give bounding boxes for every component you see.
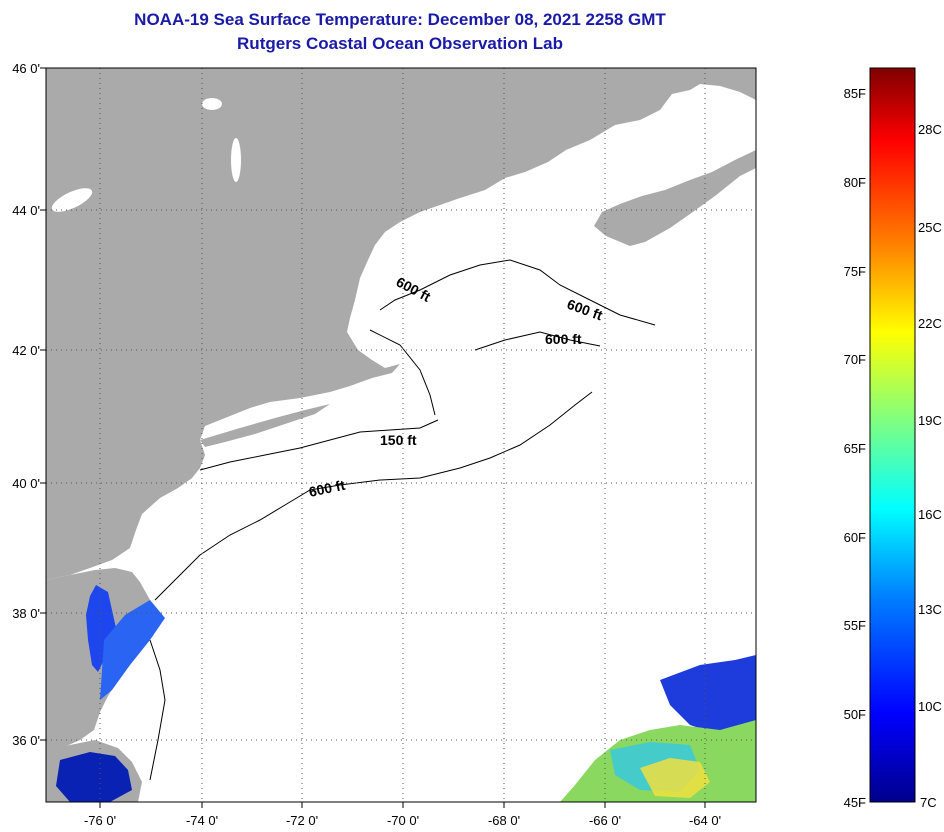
sst-gulf-stream-blue xyxy=(660,655,756,735)
cb-c-25: 25C xyxy=(918,220,942,235)
frame-ticks xyxy=(40,67,706,808)
cb-c-22: 22C xyxy=(918,316,942,331)
cb-f-70: 70F xyxy=(844,352,866,367)
lat-label-36: 36 0' xyxy=(12,733,40,748)
lat-label-38: 38 0' xyxy=(12,606,40,621)
lake-ontario xyxy=(51,188,93,212)
cb-f-75: 75F xyxy=(844,264,866,279)
lat-label-40: 40 0' xyxy=(12,476,40,491)
lat-label-44: 44 0' xyxy=(12,203,40,218)
isobath-contours xyxy=(149,259,656,781)
cb-c-13: 13C xyxy=(918,602,942,617)
cb-f-50: 50F xyxy=(844,707,866,722)
cb-f-60: 60F xyxy=(844,530,866,545)
cb-c-10: 10C xyxy=(918,699,942,714)
cb-c-28: 28C xyxy=(918,122,942,137)
lon-label-66: -66 0' xyxy=(589,813,621,828)
cb-c-19: 19C xyxy=(918,413,942,428)
graticule xyxy=(46,68,756,802)
cb-f-45: 45F xyxy=(844,795,866,810)
sst-gulf-stream-yellow xyxy=(640,758,710,798)
cb-c-7: 7C xyxy=(920,795,937,810)
lake-patch xyxy=(202,98,222,110)
cb-f-85: 85F xyxy=(844,86,866,101)
cb-f-55: 55F xyxy=(844,618,866,633)
cb-f-65: 65F xyxy=(844,441,866,456)
sst-delaware-bay xyxy=(100,600,165,700)
land-mainland xyxy=(46,68,756,580)
lon-label-64: -64 0' xyxy=(689,813,721,828)
sst-carolina-sounds xyxy=(56,752,132,802)
lat-label-46: 46 0' xyxy=(12,61,40,76)
contour-label-600ft-shelf: 600 ft xyxy=(307,477,346,500)
lat-label-42: 42 0' xyxy=(12,343,40,358)
lake-champlain xyxy=(231,138,241,182)
lon-label-74: -74 0' xyxy=(186,813,218,828)
land-long-island xyxy=(200,404,330,447)
colorbar xyxy=(869,67,916,803)
cb-c-16: 16C xyxy=(918,507,942,522)
cb-f-80: 80F xyxy=(844,175,866,190)
lon-label-76: -76 0' xyxy=(84,813,116,828)
lon-label-68: -68 0' xyxy=(488,813,520,828)
map-title: NOAA-19 Sea Surface Temperature: Decembe… xyxy=(134,10,666,29)
map-frame xyxy=(45,67,757,803)
map-subtitle: Rutgers Coastal Ocean Observation Lab xyxy=(237,34,563,53)
lon-label-70: -70 0' xyxy=(387,813,419,828)
contour-label-150ft: 150 ft xyxy=(380,432,417,448)
land-nova-scotia xyxy=(594,150,756,246)
contour-label-600ft-georges: 600 ft xyxy=(545,331,582,347)
lon-label-72: -72 0' xyxy=(286,813,318,828)
